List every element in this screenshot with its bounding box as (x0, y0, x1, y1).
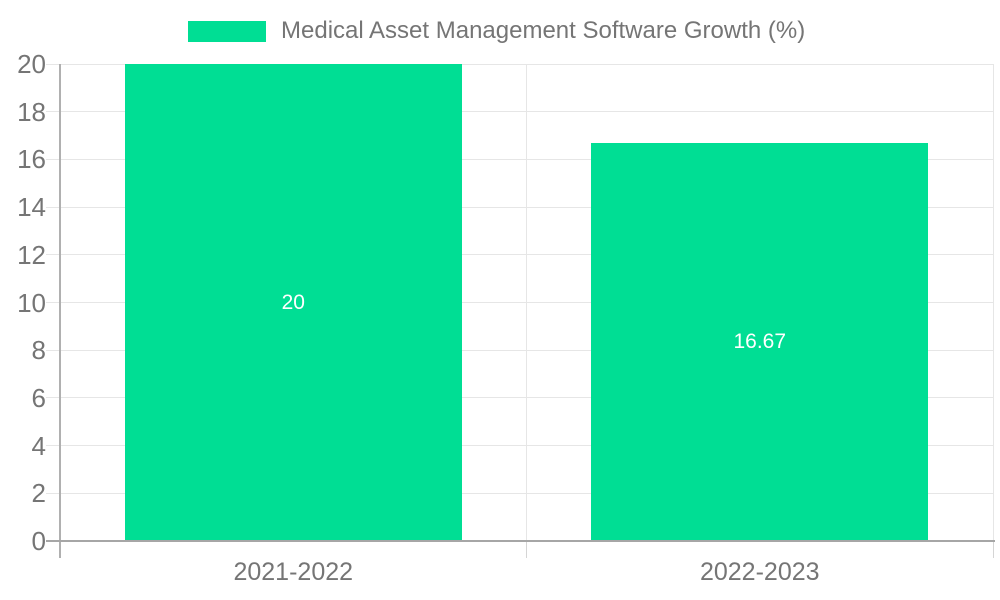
y-gridline (46, 111, 993, 113)
x-axis-tick (526, 541, 527, 558)
y-axis-tick-label: 16 (17, 144, 46, 175)
y-gridline (46, 492, 993, 494)
y-gridline (46, 254, 993, 256)
chart-legend: Medical Asset Management Software Growth… (188, 17, 805, 45)
y-gridline (46, 206, 993, 208)
y-gridline (46, 445, 993, 447)
y-axis-tick-label: 8 (31, 335, 46, 366)
y-gridline (46, 63, 993, 65)
y-axis-tick-label: 18 (17, 96, 46, 127)
bar-2021-2022[interactable] (124, 64, 462, 541)
bar-value-label: 20 (281, 290, 305, 314)
y-axis-tick-label: 0 (31, 526, 46, 556)
bar-value-label: 16.67 (733, 330, 787, 354)
x-axis-tick (992, 541, 994, 558)
x-axis-line (46, 540, 995, 542)
y-axis-tick-label: 6 (31, 382, 46, 413)
y-axis-line (59, 64, 61, 558)
y-axis-tick-label: 2 (31, 478, 46, 509)
y-axis-tick-label: 4 (31, 430, 46, 461)
legend-swatch (188, 20, 266, 42)
x-gridline (526, 64, 527, 541)
y-gridline (46, 349, 993, 351)
y-gridline (46, 302, 993, 303)
bar-2022-2023[interactable] (591, 143, 929, 541)
y-axis-tick-label: 10 (17, 287, 46, 318)
x-axis-tick-label: 2021-2022 (233, 558, 354, 586)
x-gridline (992, 64, 994, 541)
legend-label: Medical Asset Management Software Growth… (281, 17, 806, 44)
y-axis-tick-label: 14 (17, 192, 46, 223)
x-axis-tick-label: 2022-2023 (699, 558, 820, 586)
y-axis-tick-label: 12 (17, 239, 46, 270)
y-axis-tick-label: 20 (17, 49, 46, 79)
y-gridline (46, 158, 993, 160)
y-gridline (46, 397, 993, 399)
